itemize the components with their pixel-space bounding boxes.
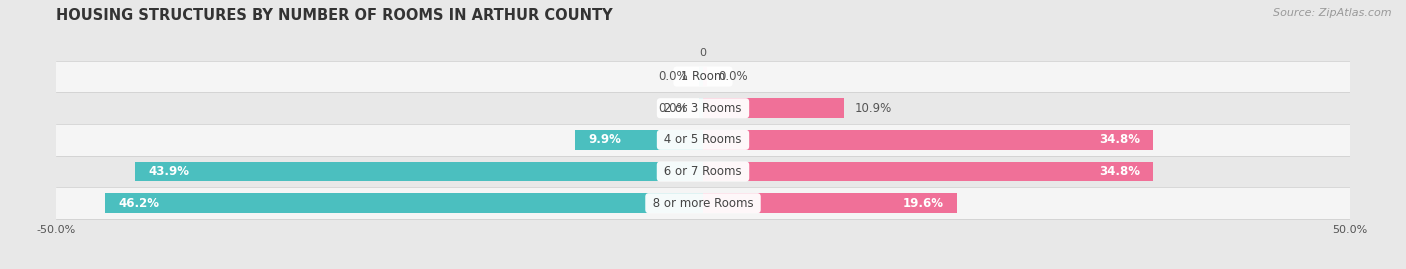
Text: 19.6%: 19.6% xyxy=(903,197,943,210)
Bar xyxy=(703,98,844,118)
Bar xyxy=(135,162,703,181)
Text: 1 Room: 1 Room xyxy=(676,70,730,83)
Text: 4 or 5 Rooms: 4 or 5 Rooms xyxy=(661,133,745,146)
Text: 8 or more Rooms: 8 or more Rooms xyxy=(648,197,758,210)
Bar xyxy=(703,67,707,86)
Bar xyxy=(703,193,956,213)
Text: 9.9%: 9.9% xyxy=(588,133,621,146)
Text: 0: 0 xyxy=(700,48,706,58)
Text: 10.9%: 10.9% xyxy=(855,102,891,115)
Bar xyxy=(56,124,1350,156)
Text: 0.0%: 0.0% xyxy=(658,102,688,115)
Bar xyxy=(703,162,1153,181)
Bar xyxy=(575,130,703,150)
Text: 46.2%: 46.2% xyxy=(118,197,159,210)
Text: 43.9%: 43.9% xyxy=(148,165,188,178)
Text: 0.0%: 0.0% xyxy=(658,70,688,83)
Bar xyxy=(703,130,1153,150)
Bar xyxy=(56,156,1350,187)
Bar xyxy=(105,193,703,213)
Text: 34.8%: 34.8% xyxy=(1099,133,1140,146)
Bar xyxy=(699,67,703,86)
Text: 2 or 3 Rooms: 2 or 3 Rooms xyxy=(661,102,745,115)
Text: HOUSING STRUCTURES BY NUMBER OF ROOMS IN ARTHUR COUNTY: HOUSING STRUCTURES BY NUMBER OF ROOMS IN… xyxy=(56,8,613,23)
Bar xyxy=(699,98,703,118)
Bar xyxy=(56,93,1350,124)
Text: 34.8%: 34.8% xyxy=(1099,165,1140,178)
Bar xyxy=(56,61,1350,93)
Text: 6 or 7 Rooms: 6 or 7 Rooms xyxy=(661,165,745,178)
Bar xyxy=(56,187,1350,219)
Text: Source: ZipAtlas.com: Source: ZipAtlas.com xyxy=(1274,8,1392,18)
Text: 0.0%: 0.0% xyxy=(718,70,748,83)
